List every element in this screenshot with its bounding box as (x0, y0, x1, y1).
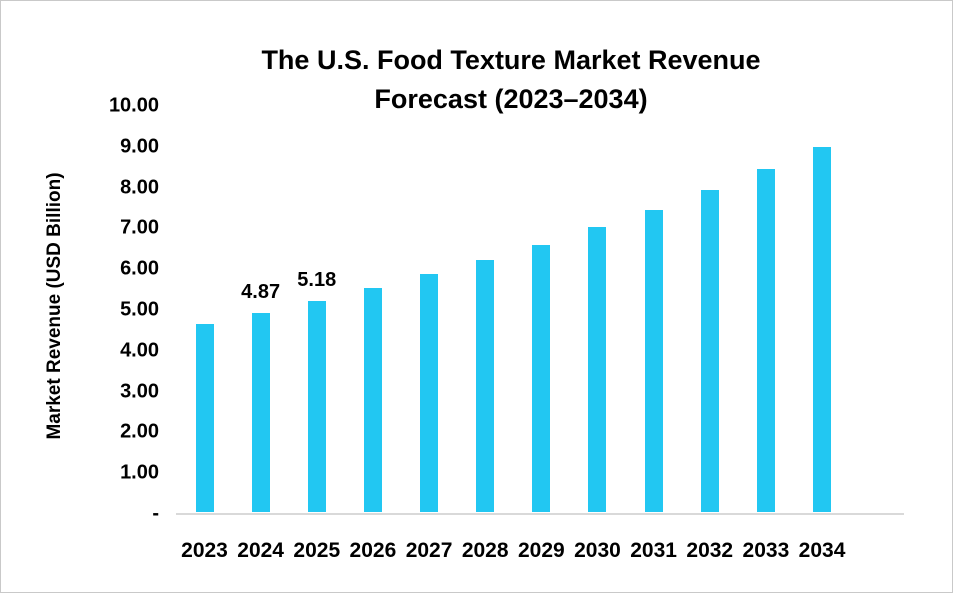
y-tick-8: 8.00 (120, 176, 159, 199)
bar-2023 (195, 324, 214, 512)
x-label-2032: 2032 (686, 539, 734, 562)
y-tick-1: 1.00 (120, 461, 159, 484)
y-axis-title: Market Revenue (USD Billion) (44, 172, 65, 440)
x-label-2023: 2023 (181, 539, 228, 562)
bar-value-label-2024: 4.87 (241, 281, 281, 304)
y-tick-7: 7.00 (120, 216, 159, 239)
x-label-2033: 2033 (742, 539, 790, 562)
bar-2033 (756, 168, 775, 512)
x-label-2034: 2034 (798, 539, 846, 562)
x-label-2024: 2024 (237, 539, 284, 562)
x-label-2025: 2025 (293, 539, 341, 562)
bar-2032 (700, 190, 719, 512)
bar-value-label-2025: 5.18 (297, 268, 337, 291)
bar-2030 (588, 227, 607, 512)
y-tick-10: 10.00 (108, 94, 159, 117)
x-label-2029: 2029 (517, 539, 565, 562)
bar-2027 (420, 273, 439, 512)
chart-title: The U.S. Food Texture Market Revenue For… (131, 41, 891, 119)
x-label-2030: 2030 (574, 539, 621, 562)
y-tick-6: 6.00 (120, 257, 159, 280)
x-axis-line (176, 513, 904, 515)
chart-title-line2: Forecast (2023–2034) (374, 84, 648, 114)
x-label-2026: 2026 (349, 539, 397, 562)
y-tick-5: 5.00 (120, 298, 159, 321)
chart-title-line1: The U.S. Food Texture Market Revenue (261, 45, 761, 75)
bar-2025 (307, 300, 326, 512)
y-tick-4: 4.00 (120, 339, 159, 362)
x-label-2028: 2028 (461, 539, 509, 562)
bar-2024 (251, 313, 270, 512)
y-tick-3: 3.00 (120, 380, 159, 403)
x-label-2031: 2031 (630, 539, 677, 562)
y-tick-2: 2.00 (120, 420, 159, 443)
y-tick-0: - (152, 502, 159, 525)
bar-2026 (363, 287, 382, 512)
bar-2028 (476, 260, 495, 512)
bar-2031 (644, 209, 663, 512)
y-tick-9: 9.00 (120, 135, 159, 158)
bar-2034 (813, 147, 832, 512)
bar-2029 (532, 244, 551, 512)
x-label-2027: 2027 (405, 539, 453, 562)
